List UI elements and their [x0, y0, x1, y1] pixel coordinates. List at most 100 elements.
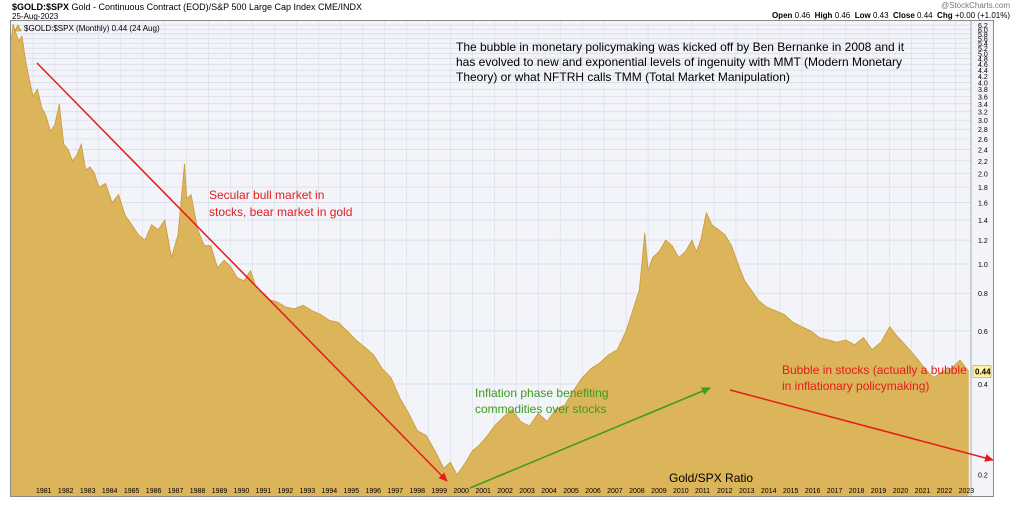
x-tick-label: 1987 [168, 488, 184, 495]
legend-label: $GOLD:$SPX (Monthly) 0.44 (24 Aug) [24, 24, 160, 33]
y-tick-label: 5.8 [978, 32, 988, 39]
y-tick-label: 5.2 [978, 46, 988, 53]
y-tick-label: 1.2 [978, 238, 988, 245]
x-axis: 1981 1982 1983 1984 1985 1986 1987 1988 1989 1990… [36, 488, 974, 495]
x-tick-label: 2022 [937, 488, 953, 495]
x-tick-label: 2005 [563, 488, 579, 495]
secular-arrow [36, 62, 448, 482]
symbol-label: $GOLD:$SPX [12, 2, 70, 12]
x-tick-label: 1995 [344, 488, 360, 495]
chg-value: +0.00 (+1.01%) [954, 11, 1010, 20]
y-tick-label: 4.2 [978, 74, 988, 81]
y-tick-label: 1.8 [978, 185, 988, 192]
x-tick-label: 2006 [585, 488, 601, 495]
x-tick-label: 2012 [717, 488, 733, 495]
y-tick-label: 5.0 [978, 51, 988, 58]
x-tick-label: 2011 [695, 488, 710, 495]
x-tick-label: 1989 [212, 488, 228, 495]
y-tick-label: 3.4 [978, 102, 988, 109]
y-axis: 0.2 0.4 0.6 0.8 1.0 1.2 1.4 1.6 1.8 2.0 2.2 2.4 2.6 2… [970, 21, 988, 496]
x-tick-label: 2003 [519, 488, 535, 495]
x-tick-label: 2019 [871, 488, 887, 495]
inflation-label-1: Inflation phase benefiting [475, 386, 608, 400]
secular-label-2: stocks, bear market in gold [209, 205, 352, 219]
note-line-2: has evolved to new and exponential level… [456, 55, 902, 69]
close-label: Close [892, 11, 915, 20]
last-value-tag: 0.44 [972, 365, 992, 378]
note-line-1: The bubble in monetary policymaking was … [456, 40, 905, 54]
x-tick-label: 1992 [278, 488, 294, 495]
x-tick-label: 1985 [124, 488, 140, 495]
y-tick-label: 4.6 [978, 62, 988, 69]
y-tick-label: 1.0 [978, 262, 988, 269]
ratio-line-series [10, 23, 970, 476]
x-tick-label: 1983 [80, 488, 96, 495]
x-tick-label: 2007 [607, 488, 623, 495]
y-tick-label: 5.6 [978, 36, 988, 43]
note-line-3: Theory) or what NFTRH calls TMM (Total M… [456, 70, 790, 84]
x-tick-label: 2002 [497, 488, 513, 495]
x-tick-label: 1999 [431, 488, 447, 495]
x-tick-label: 1997 [387, 488, 403, 495]
open-label: Open [771, 11, 793, 20]
inflation-arrow [469, 387, 711, 489]
x-tick-label: 1994 [322, 488, 338, 495]
inflation-label-2: commodities over stocks [475, 402, 606, 416]
exchange-label: CME/INDX [318, 2, 363, 12]
x-tick-label: 1986 [146, 488, 162, 495]
x-tick-label: 2015 [783, 488, 799, 495]
x-tick-label: 2004 [541, 488, 557, 495]
y-tick-label: 0.4 [978, 382, 988, 389]
y-tick-label: 1.6 [978, 200, 988, 207]
x-tick-label: 2009 [651, 488, 667, 495]
x-tick-label: 2021 [915, 488, 931, 495]
bubble-label-2: in inflationary policymaking) [782, 379, 929, 393]
x-tick-label: 2023 [959, 488, 975, 495]
credit-label: @StockCharts.com [940, 1, 1010, 10]
x-tick-label: 2018 [849, 488, 865, 495]
x-tick-label: 2008 [629, 488, 645, 495]
low-label: Low [854, 11, 871, 20]
bubble-label-1: Bubble in stocks (actually a bubble [782, 363, 967, 377]
y-tick-label: 3.8 [978, 87, 988, 94]
x-tick-label: 1981 [36, 488, 52, 495]
open-value: 0.46 [794, 11, 811, 20]
y-tick-label: 6.2 [978, 23, 988, 30]
ratio-label: Gold/SPX Ratio [669, 471, 753, 485]
x-tick-label: 1991 [256, 488, 272, 495]
y-tick-label: 2.6 [978, 137, 988, 144]
legend-swatch [14, 24, 22, 32]
x-tick-label: 1984 [102, 488, 118, 495]
y-tick-label: 0.8 [978, 291, 988, 298]
low-value: 0.43 [872, 11, 889, 20]
close-value: 0.44 [917, 11, 933, 20]
x-tick-label: 2016 [805, 488, 821, 495]
y-tick-label: 1.4 [978, 218, 988, 225]
y-tick-label: 4.0 [978, 81, 988, 88]
y-tick-label: 4.4 [978, 68, 988, 75]
plot-area[interactable]: 0.2 0.4 0.6 0.8 1.0 1.2 1.4 1.6 1.8 2.0 2.2 2.4 2.6 2… [10, 20, 994, 497]
secular-label-1: Secular bull market in [209, 188, 324, 202]
y-tick-label: 3.2 [978, 110, 988, 117]
y-tick-label: 2.0 [978, 171, 988, 178]
legend: $GOLD:$SPX (Monthly) 0.44 (24 Aug) [14, 24, 160, 33]
y-tick-label: 3.6 [978, 94, 988, 101]
x-tick-label: 2017 [827, 488, 843, 495]
chart-title-row: $GOLD:$SPX Gold - Continuous Contract (E… [12, 2, 362, 12]
last-value-box [972, 365, 992, 378]
high-value: 0.46 [834, 11, 851, 20]
x-tick-label: 2013 [739, 488, 755, 495]
y-tick-label: 0.6 [978, 329, 988, 336]
last-value-label: 0.44 [975, 368, 991, 377]
description-label: Gold - Continuous Contract (EOD)/S&P 500… [71, 2, 316, 12]
x-tick-label: 2001 [475, 488, 491, 495]
bubble-arrow [729, 389, 994, 462]
y-tick-label: 6.0 [978, 27, 988, 34]
x-tick-label: 1990 [234, 488, 250, 495]
high-label: High [814, 11, 833, 20]
x-tick-label: 1993 [300, 488, 316, 495]
x-tick-label: 1982 [58, 488, 74, 495]
y-tick-label: 3.0 [978, 118, 988, 125]
quote-row: Open 0.46 High 0.46 Low 0.43 Close 0.44 … [772, 11, 1010, 20]
